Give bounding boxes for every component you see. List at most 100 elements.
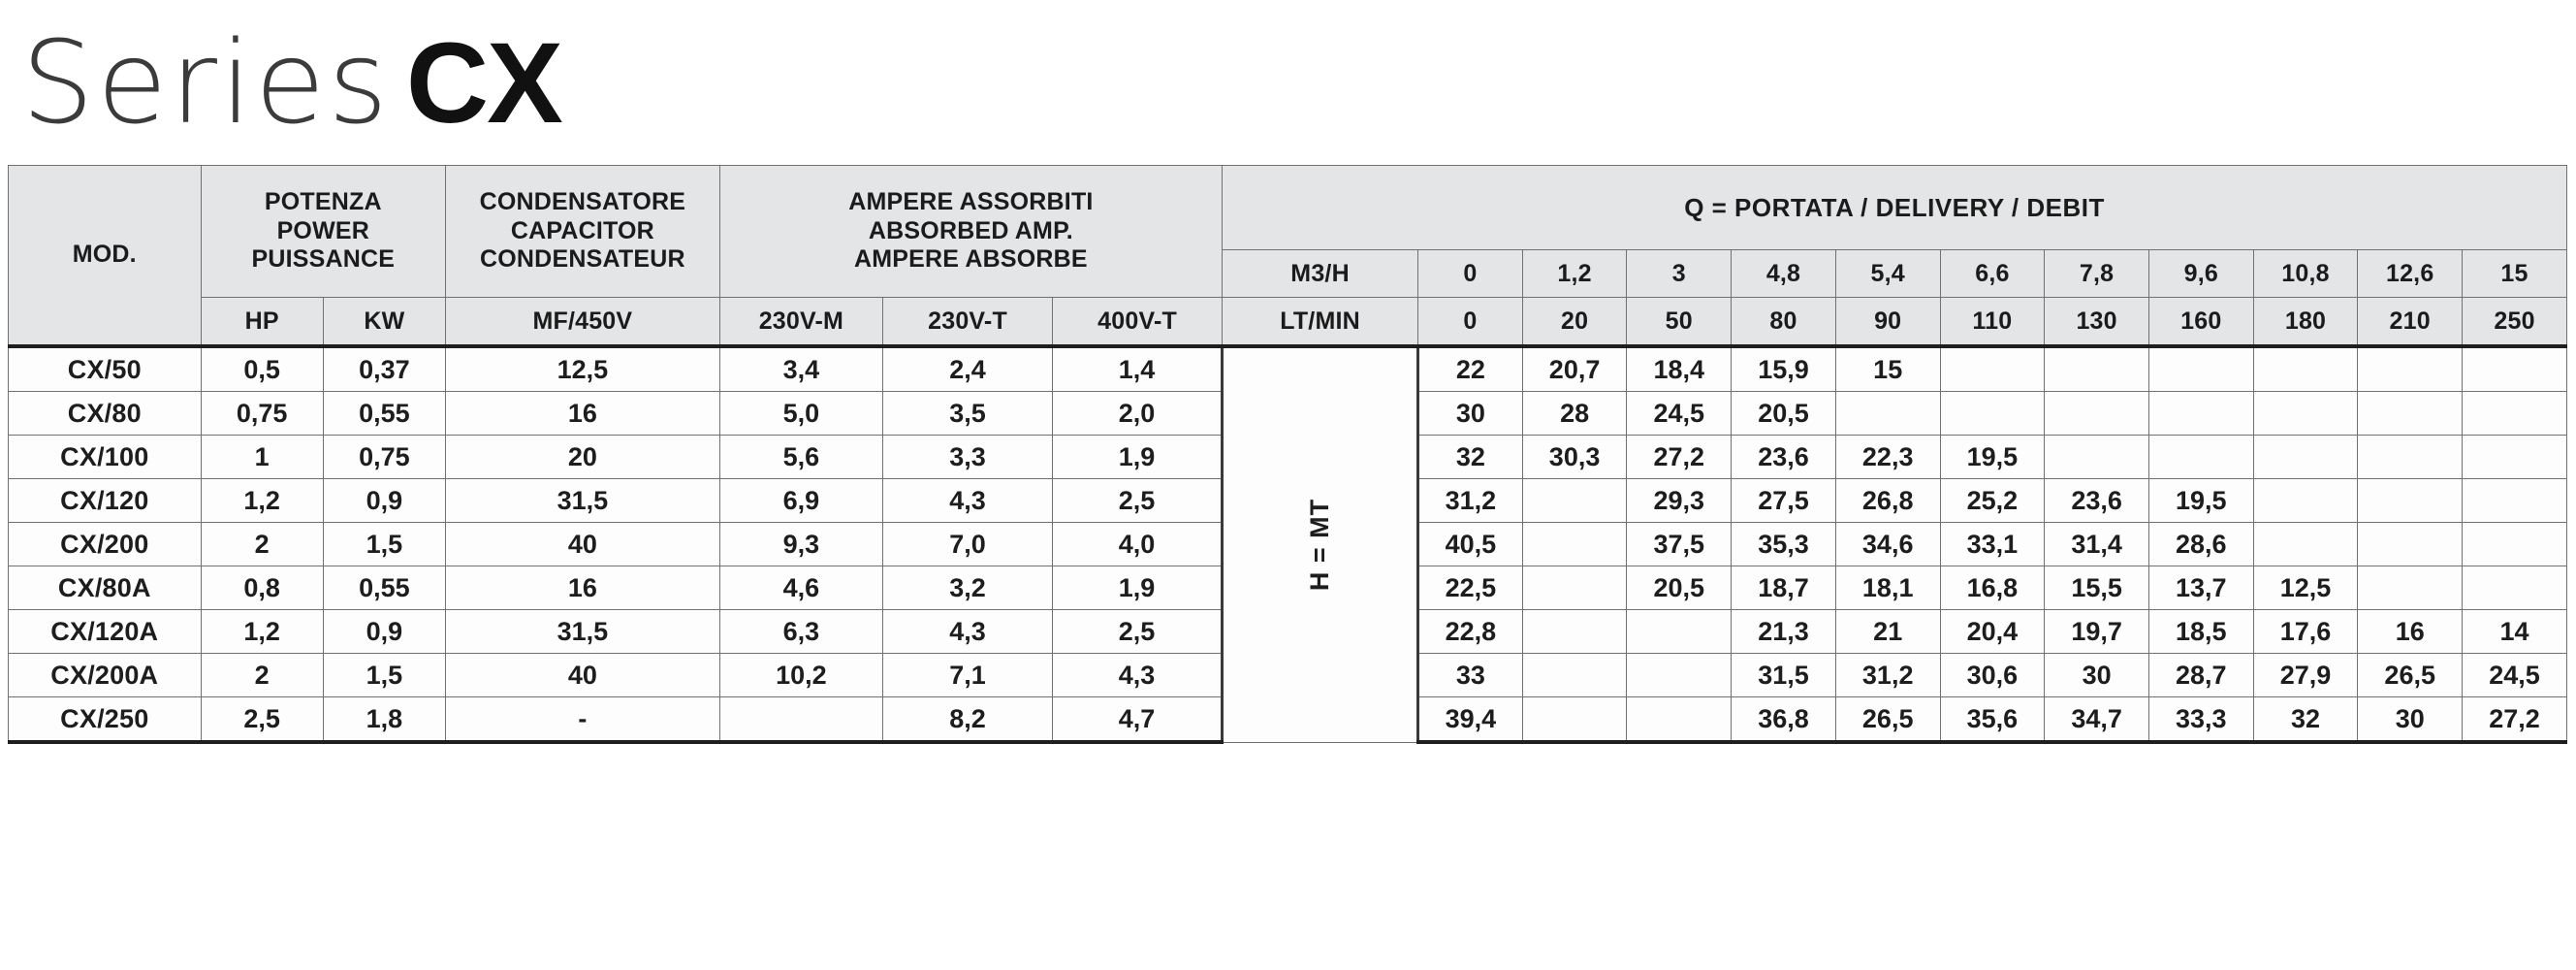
cell-head-6 [2044, 435, 2149, 479]
cell-head-10: 24,5 [2462, 653, 2567, 697]
cell-head-2: 37,5 [1626, 522, 1733, 566]
cell-model: CX/120A [8, 609, 202, 654]
cell-model: CX/50 [8, 344, 202, 392]
cell-amp-230vm: 6,3 [718, 609, 884, 654]
header-capacitor-line2: CAPACITOR [510, 216, 654, 244]
cell-head-9: 16 [2357, 609, 2464, 654]
cell-model: CX/250 [8, 696, 202, 744]
header-ltmin-4: 90 [1834, 297, 1941, 347]
cell-amp-230vt: 4,3 [882, 478, 1054, 523]
cell-head-1 [1521, 478, 1628, 523]
cell-head-0: 30 [1417, 391, 1523, 436]
cell-head-4: 15 [1834, 344, 1941, 392]
cell-kw: 0,75 [322, 435, 447, 479]
cell-amp-230vm: 3,4 [718, 344, 884, 392]
title-text: Series CX [21, 25, 563, 141]
cell-model: CX/200 [8, 522, 202, 566]
header-amps-line3: AMPERE ABSORBE [854, 245, 1088, 274]
cell-head-9 [2357, 522, 2464, 566]
cell-kw: 0,55 [322, 391, 447, 436]
cell-amp-230vt: 4,3 [882, 609, 1054, 654]
cell-capacitor: 20 [445, 435, 720, 479]
cell-amp-400vt: 1,9 [1052, 435, 1224, 479]
header-ltmin-7: 160 [2147, 297, 2254, 347]
cell-head-1: 30,3 [1521, 435, 1628, 479]
cell-head-1 [1521, 696, 1628, 744]
header-ltmin-label: LT/MIN [1222, 297, 1419, 347]
cell-head-9 [2357, 566, 2464, 610]
cell-head-0: 22,5 [1417, 566, 1523, 610]
cell-head-2: 29,3 [1626, 478, 1733, 523]
cell-capacitor: 16 [445, 391, 720, 436]
cell-hp: 1,2 [200, 609, 324, 654]
cell-head-5: 19,5 [1939, 435, 2046, 479]
cell-head-0: 39,4 [1417, 696, 1523, 744]
header-row-groups: MOD. POTENZA POWER PUISSANCE CONDENSATOR… [8, 165, 2567, 347]
cell-model: CX/80A [8, 566, 202, 610]
cell-amp-400vt: 1,4 [1052, 344, 1224, 392]
cell-head-10: 27,2 [2462, 696, 2567, 744]
header-power-line1: POTENZA [264, 188, 382, 216]
cell-head-0: 33 [1417, 653, 1523, 697]
header-flow-group: Q = PORTATA / DELIVERY / DEBIT [1222, 165, 2567, 250]
cell-capacitor: 31,5 [445, 478, 720, 523]
header-m3h-2: 3 [1626, 249, 1733, 298]
header-power-group: POTENZA POWER PUISSANCE [200, 165, 447, 298]
header-mod: MOD. [8, 165, 202, 347]
cell-head-3: 27,5 [1731, 478, 1836, 523]
cell-head-5: 30,6 [1939, 653, 2046, 697]
header-capacitor-line1: CONDENSATORE [479, 188, 686, 216]
title-model-word: CX [405, 18, 563, 147]
cell-head-0: 31,2 [1417, 478, 1523, 523]
cell-head-1 [1521, 609, 1628, 654]
cell-hp: 1 [200, 435, 324, 479]
cell-head-10 [2462, 435, 2567, 479]
header-m3h-1: 1,2 [1521, 249, 1628, 298]
cell-head-8 [2252, 478, 2359, 523]
cell-amp-230vm [718, 696, 884, 744]
header-m3h-9: 12,6 [2357, 249, 2464, 298]
cell-head-6: 31,4 [2044, 522, 2149, 566]
cell-model: CX/100 [8, 435, 202, 479]
cell-head-7: 28,7 [2147, 653, 2254, 697]
cell-hp: 0,8 [200, 566, 324, 610]
header-400vt: 400V-T [1052, 297, 1224, 347]
header-ltmin-3: 80 [1731, 297, 1836, 347]
table-row: CX/80A 0,8 0,55 16 4,6 3,2 1,9 22,5 20,5 18,7 18,1… [8, 566, 2567, 610]
table-body: CX/50 0,5 0,37 12,5 3,4 2,4 1,4 H = MT 22 20,7 18,… [8, 344, 2567, 744]
page-title: Series CX [0, 0, 2576, 165]
header-230vt: 230V-T [882, 297, 1054, 347]
cell-head-0: 22,8 [1417, 609, 1523, 654]
cell-head-9 [2357, 344, 2464, 392]
cell-kw: 1,5 [322, 522, 447, 566]
header-power-line2: POWER [276, 216, 370, 244]
header-ltmin-1: 20 [1521, 297, 1628, 347]
table-row: CX/200 2 1,5 40 9,3 7,0 4,0 40,5 37,5 35,3 34,6 33,… [8, 522, 2567, 566]
cell-head-5 [1939, 344, 2046, 392]
specification-table: MOD. POTENZA POWER PUISSANCE CONDENSATOR… [8, 165, 2567, 744]
cell-model: CX/120 [8, 478, 202, 523]
cell-head-3: 31,5 [1731, 653, 1836, 697]
cell-head-3: 35,3 [1731, 522, 1836, 566]
cell-head-2: 27,2 [1626, 435, 1733, 479]
cell-hp: 0,75 [200, 391, 324, 436]
cell-head-5: 20,4 [1939, 609, 2046, 654]
cell-head-5: 25,2 [1939, 478, 2046, 523]
header-power-line3: PUISSANCE [251, 245, 396, 274]
cell-head-3: 18,7 [1731, 566, 1836, 610]
cell-head-6: 34,7 [2044, 696, 2149, 744]
cell-amp-230vm: 5,6 [718, 435, 884, 479]
cell-capacitor: 12,5 [445, 344, 720, 392]
cell-head-7: 13,7 [2147, 566, 2254, 610]
cell-head-0: 32 [1417, 435, 1523, 479]
cell-hp: 0,5 [200, 344, 324, 392]
table-row: CX/100 1 0,75 20 5,6 3,3 1,9 32 30,3 27,2 23,6 22,3… [8, 435, 2567, 479]
cell-head-3: 20,5 [1731, 391, 1836, 436]
cell-head-1 [1521, 653, 1628, 697]
table-row: CX/120 1,2 0,9 31,5 6,9 4,3 2,5 31,2 29,3 27,5 26,… [8, 478, 2567, 523]
cell-head-1: 28 [1521, 391, 1628, 436]
header-m3h-6: 7,8 [2044, 249, 2149, 298]
cell-amp-400vt: 4,7 [1052, 696, 1224, 744]
cell-head-2 [1626, 653, 1733, 697]
cell-head-4: 31,2 [1834, 653, 1941, 697]
